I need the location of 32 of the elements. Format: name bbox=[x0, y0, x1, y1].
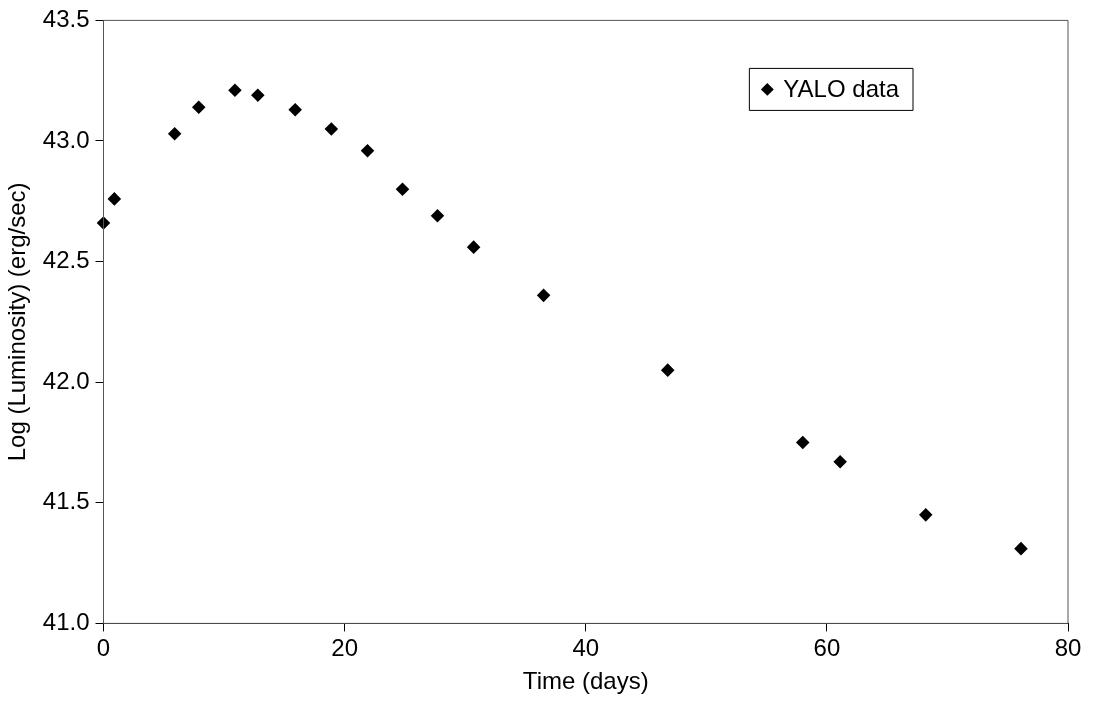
x-tick-label: 40 bbox=[572, 634, 600, 662]
y-tick-label: 41.5 bbox=[42, 487, 90, 515]
y-tick-label: 43.5 bbox=[42, 5, 90, 33]
point bbox=[288, 103, 302, 116]
point bbox=[192, 100, 205, 114]
point bbox=[833, 455, 847, 469]
point bbox=[325, 122, 338, 136]
x-axis-title: Time (days) bbox=[522, 667, 649, 695]
point bbox=[108, 192, 121, 206]
y-tick-label: 43.0 bbox=[42, 125, 90, 153]
point bbox=[467, 240, 480, 254]
point bbox=[1014, 542, 1028, 555]
x-tick-label: 60 bbox=[813, 634, 841, 662]
legend-label: YALO data bbox=[783, 75, 900, 103]
point bbox=[537, 289, 550, 302]
point bbox=[361, 144, 374, 157]
point bbox=[796, 436, 810, 449]
point bbox=[97, 216, 110, 230]
x-tick-label: 0 bbox=[96, 634, 111, 662]
point bbox=[168, 127, 181, 141]
y-tick-label: 42.0 bbox=[42, 366, 90, 394]
point bbox=[251, 88, 265, 102]
y-tick-label: 41.0 bbox=[42, 608, 90, 636]
point bbox=[661, 363, 674, 377]
x-tick-label: 20 bbox=[331, 634, 358, 662]
point bbox=[228, 84, 242, 97]
x-tick-label: 80 bbox=[1054, 634, 1082, 662]
y-tick-label: 42.5 bbox=[42, 246, 90, 274]
point bbox=[919, 508, 932, 522]
y-axis-title: Log (Luminosity) (erg/sec) bbox=[3, 182, 31, 462]
point bbox=[431, 209, 444, 223]
point bbox=[396, 182, 409, 196]
